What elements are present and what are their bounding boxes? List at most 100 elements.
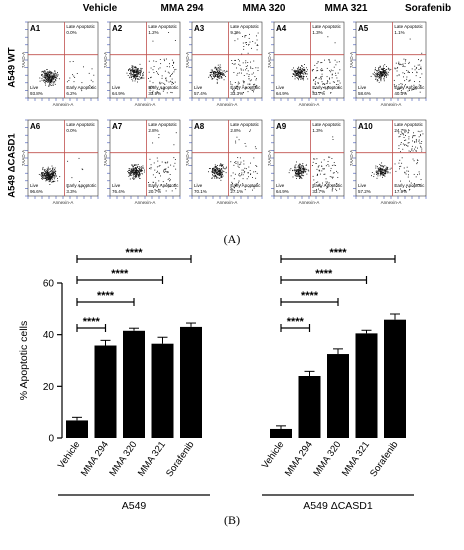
- late-apoptotic-value: 9.3%: [230, 30, 240, 35]
- live-value: 93.8%: [30, 91, 43, 96]
- row-header-casd1: A549 ΔCASD1: [6, 133, 18, 198]
- axis-ticks: [25, 21, 99, 101]
- axis-ticks: [271, 21, 345, 101]
- live-value: 64.9%: [276, 91, 289, 96]
- late-apoptotic-value: 1.3%: [312, 30, 322, 35]
- axis-y-label: 7AAD-A: [22, 52, 26, 68]
- bar-mma-294: [94, 345, 117, 438]
- scatter-dots: [291, 36, 341, 94]
- flow-plot-a1: A1 Late Apoptotic 0.0% Live 93.8% Early Apopt…: [22, 20, 99, 107]
- flow-plot-a3: A3 Late Apoptotic 9.3% Live 57.4% Early Apopt…: [186, 20, 263, 107]
- axis-y-label: 7AAD-A: [186, 52, 190, 68]
- axis-y-label: 7AAD-A: [268, 150, 272, 166]
- live-value: 64.9%: [112, 91, 125, 96]
- axis-y-label: 7AAD-A: [104, 52, 108, 68]
- late-apoptotic-value: 24.7%: [394, 128, 407, 133]
- plot-frame: [273, 119, 345, 197]
- live-label: Live: [112, 183, 121, 188]
- plot-frame: [109, 21, 181, 99]
- flow-plot-a8: A8 Late Apoptotic 2.8% Live 70.1% Early Apopt…: [186, 118, 263, 205]
- column-header-vehicle: Vehicle: [82, 3, 118, 14]
- live-value: 57.2%: [358, 189, 371, 194]
- significance-label: ****: [315, 268, 333, 280]
- live-label: Live: [276, 183, 285, 188]
- y-tick-label: 40: [43, 330, 55, 341]
- y-tick-label: 20: [43, 382, 55, 393]
- column-header-mma320: MMA 320: [242, 3, 286, 14]
- axis-ticks: [25, 119, 99, 199]
- panel-b-caption: (B): [224, 513, 240, 527]
- late-apoptotic-label: Late Apoptotic: [394, 122, 423, 127]
- early-apoptotic-value: 33.3%: [230, 91, 243, 96]
- axis-x-label: Annexin-A: [135, 200, 156, 205]
- axis-y-label: 7AAD-A: [350, 52, 354, 68]
- category-label: Vehicle: [260, 439, 287, 470]
- late-apoptotic-label: Late Apoptotic: [394, 24, 423, 29]
- axis-y-label: 7AAD-A: [186, 150, 190, 166]
- live-value: 58.6%: [358, 91, 371, 96]
- early-apoptotic-value: 27.1%: [230, 189, 243, 194]
- scatter-dots: [288, 136, 341, 192]
- category-label: MMA 320: [311, 439, 343, 478]
- late-apoptotic-label: Late Apoptotic: [230, 122, 259, 127]
- live-label: Live: [194, 85, 203, 90]
- late-apoptotic-value: 2.8%: [230, 128, 240, 133]
- significance-label: ****: [287, 316, 305, 328]
- scatter-dots: [127, 132, 177, 192]
- live-label: Live: [358, 183, 367, 188]
- significance-label: ****: [83, 316, 101, 328]
- early-apoptotic-label: Early Apoptotic: [148, 85, 179, 90]
- plot-frame: [27, 21, 99, 99]
- late-apoptotic-label: Late Apoptotic: [148, 24, 177, 29]
- scatter-dots: [208, 32, 259, 94]
- category-label: Sorafenib: [368, 439, 400, 479]
- early-apoptotic-value: 40.3%: [394, 91, 407, 96]
- scatter-dots: [126, 32, 177, 94]
- axis-ticks: [189, 21, 263, 101]
- flow-plot-a9: A9 Late Apoptotic 1.3% Live 64.9% Early Apopt…: [268, 118, 345, 205]
- axis-y-label: 7AAD-A: [104, 150, 108, 166]
- live-label: Live: [358, 85, 367, 90]
- axis-y-label: 7AAD-A: [350, 150, 354, 166]
- plot-id-label: A5: [358, 24, 369, 33]
- late-apoptotic-label: Late Apoptotic: [312, 122, 341, 127]
- bar-mma-294: [298, 376, 321, 438]
- column-header-sorafenib: Sorafenib: [404, 3, 452, 14]
- axis-ticks: [107, 119, 181, 199]
- early-apoptotic-value: 33.9%: [148, 91, 161, 96]
- axis-ticks: [271, 119, 345, 199]
- late-apoptotic-value: 1.1%: [394, 30, 404, 35]
- plot-id-label: A1: [30, 24, 41, 33]
- plot-frame: [109, 119, 181, 197]
- live-label: Live: [30, 183, 39, 188]
- significance-label: ****: [301, 290, 319, 302]
- late-apoptotic-label: Late Apoptotic: [312, 24, 341, 29]
- flow-plot-a7: A7 Late Apoptotic 2.8% Live 76.4% Early Apopt…: [104, 118, 181, 205]
- panel-a-caption: (A): [223, 232, 241, 246]
- axis-ticks: [107, 21, 181, 101]
- early-apoptotic-value: 17.9%: [394, 189, 407, 194]
- plot-id-label: A6: [30, 122, 41, 131]
- y-tick-label: 0: [48, 434, 54, 445]
- early-apoptotic-label: Early Apoptotic: [312, 85, 343, 90]
- flow-plot-a2: A2 Late Apoptotic 1.2% Live 64.9% Early Apopt…: [104, 20, 181, 107]
- plot-frame: [191, 21, 263, 99]
- category-label: MMA 294: [79, 439, 111, 478]
- flow-plot-a5: A5 Late Apoptotic 1.1% Live 58.6% Early Apopt…: [350, 20, 427, 107]
- bar-sorafenib: [384, 319, 406, 438]
- flow-plot-a6: A6 Late Apoptotic 0.0% Live 96.6% Early Apopt…: [22, 118, 99, 205]
- category-label: MMA 320: [107, 439, 139, 478]
- plot-id-label: A4: [276, 24, 287, 33]
- plot-id-label: A2: [112, 24, 123, 33]
- scatter-dots: [208, 129, 258, 191]
- bar-vehicle: [66, 420, 88, 438]
- axis-y-label: 7AAD-A: [22, 150, 26, 166]
- category-label: MMA 294: [283, 439, 315, 478]
